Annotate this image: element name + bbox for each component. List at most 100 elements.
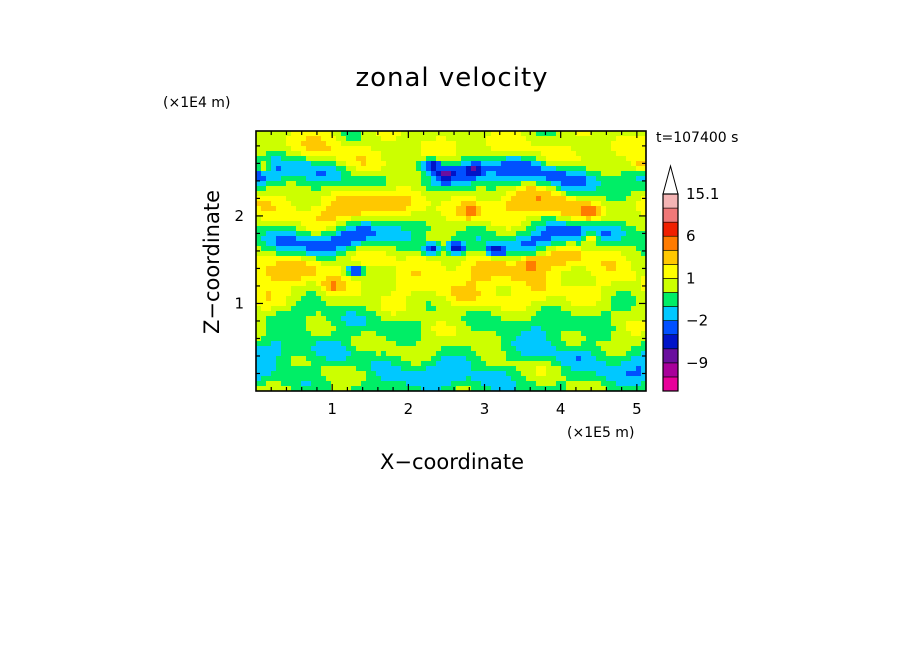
heatmap-cell <box>291 271 297 277</box>
heatmap-cell <box>436 236 442 242</box>
heatmap-cell <box>391 316 397 322</box>
heatmap-cell <box>606 341 612 347</box>
heatmap-cell <box>416 256 422 262</box>
heatmap-cell <box>456 216 462 222</box>
heatmap-cell <box>416 221 422 227</box>
heatmap-cell <box>306 201 312 207</box>
heatmap-cell <box>491 361 497 367</box>
heatmap-cell <box>336 321 342 327</box>
heatmap-cell <box>376 136 382 142</box>
heatmap-cell <box>371 166 377 172</box>
heatmap-cell <box>606 356 612 362</box>
heatmap-cell <box>641 261 646 267</box>
heatmap-cell <box>266 296 272 302</box>
heatmap-cell <box>371 231 377 237</box>
heatmap-cell <box>296 336 302 342</box>
heatmap-cell <box>406 176 412 182</box>
heatmap-cell <box>631 331 637 337</box>
heatmap-cell <box>501 181 507 187</box>
heatmap-cell <box>571 346 577 352</box>
heatmap-cell <box>371 326 377 332</box>
heatmap-cell <box>571 386 577 391</box>
heatmap-cell <box>476 256 482 262</box>
heatmap-cell <box>601 311 607 317</box>
heatmap-cell <box>301 321 307 327</box>
heatmap-cell <box>551 171 557 177</box>
heatmap-cell <box>546 296 552 302</box>
heatmap-cell <box>296 316 302 322</box>
heatmap-cell <box>531 321 537 327</box>
heatmap-cell <box>466 296 472 302</box>
heatmap-cell <box>421 166 427 172</box>
heatmap-cell <box>446 151 452 157</box>
heatmap-cell <box>521 286 527 292</box>
heatmap-cell <box>341 246 347 252</box>
heatmap-cell <box>386 291 392 297</box>
heatmap-cell <box>621 296 627 302</box>
heatmap-cell <box>591 351 597 357</box>
heatmap-cell <box>486 286 492 292</box>
heatmap-cell <box>521 161 527 167</box>
heatmap-cell <box>566 201 572 207</box>
heatmap-cell <box>411 136 417 142</box>
heatmap-cell <box>551 166 557 172</box>
heatmap-cell <box>411 206 417 212</box>
heatmap-cell <box>306 131 312 137</box>
heatmap-cell <box>446 281 452 287</box>
heatmap-cell <box>396 236 402 242</box>
heatmap-cell <box>521 141 527 147</box>
heatmap-cell <box>556 216 562 222</box>
heatmap-cell <box>611 361 617 367</box>
heatmap-cell <box>511 366 517 372</box>
heatmap-cell <box>291 176 297 182</box>
heatmap-cell <box>521 266 527 272</box>
heatmap-cell <box>406 271 412 277</box>
heatmap-cell <box>506 311 512 317</box>
heatmap-cell <box>306 291 312 297</box>
heatmap-cell <box>441 181 447 187</box>
heatmap-cell <box>536 306 542 312</box>
heatmap-cell <box>586 316 592 322</box>
heatmap-cell <box>606 191 612 197</box>
heatmap-cell <box>416 151 422 157</box>
heatmap-cell <box>591 226 597 232</box>
heatmap-cell <box>441 206 447 212</box>
heatmap-cell <box>616 236 622 242</box>
heatmap-cell <box>546 361 552 367</box>
heatmap-cell <box>556 266 562 272</box>
heatmap-cell <box>451 216 457 222</box>
heatmap-cell <box>286 261 292 267</box>
heatmap-cell <box>256 296 262 302</box>
heatmap-cell <box>481 251 487 257</box>
heatmap-cell <box>636 141 642 147</box>
heatmap-cell <box>556 136 562 142</box>
heatmap-cell <box>286 251 292 257</box>
heatmap-cell <box>291 141 297 147</box>
heatmap-cell <box>506 166 512 172</box>
heatmap-cell <box>356 141 362 147</box>
heatmap-cell <box>351 151 357 157</box>
heatmap-cell <box>616 296 622 302</box>
heatmap-cell <box>476 271 482 277</box>
heatmap-cell <box>386 361 392 367</box>
heatmap-cell <box>461 231 467 237</box>
heatmap-cell <box>411 256 417 262</box>
heatmap-cell <box>516 291 522 297</box>
heatmap-cell <box>376 191 382 197</box>
heatmap-cell <box>526 286 532 292</box>
heatmap-cell <box>296 201 302 207</box>
heatmap-cell <box>406 206 412 212</box>
heatmap-cell <box>601 366 607 372</box>
heatmap-cell <box>256 341 262 347</box>
heatmap-cell <box>431 156 437 162</box>
heatmap-cell <box>431 311 437 317</box>
heatmap-cell <box>591 241 597 247</box>
heatmap-cell <box>621 211 627 217</box>
heatmap-cell <box>446 341 452 347</box>
heatmap-cell <box>361 331 367 337</box>
heatmap-cell <box>336 241 342 247</box>
heatmap-cell <box>356 166 362 172</box>
heatmap-cell <box>286 371 292 377</box>
heatmap-cell <box>416 281 422 287</box>
heatmap-cell <box>521 131 527 137</box>
